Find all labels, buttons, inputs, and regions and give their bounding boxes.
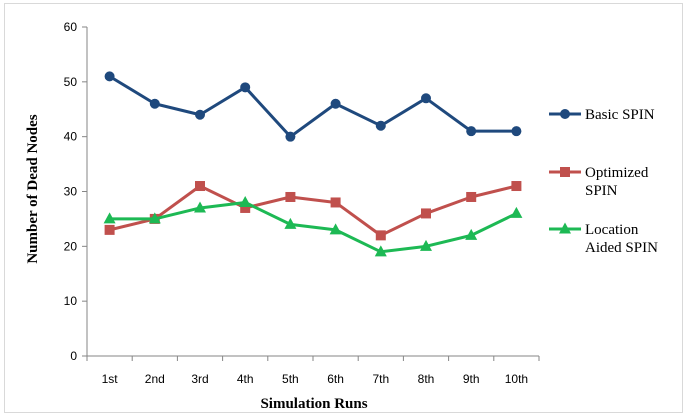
axes — [82, 26, 540, 361]
y-tick-label: 20 — [64, 239, 78, 253]
chart-frame: 0 10 20 30 40 50 60 1st 2nd 3rd 4th 5th 6th 7th 8th 9t… — [4, 3, 683, 413]
y-tick-label: 50 — [64, 75, 78, 89]
data-point — [330, 98, 341, 109]
legend-label-line: Optimized — [585, 165, 649, 181]
x-tick-label: 4th — [237, 372, 254, 386]
legend-label-line: Aided SPIN — [585, 240, 658, 256]
legend-label-line: Location — [585, 222, 639, 238]
data-point — [240, 202, 251, 213]
data-point — [195, 181, 205, 192]
x-tick-label: 2nd — [145, 372, 165, 386]
data-point — [510, 206, 523, 218]
data-point — [104, 71, 115, 82]
data-point — [103, 212, 116, 224]
x-tick-label: 8th — [418, 372, 435, 386]
x-tick-label: 5th — [282, 372, 299, 386]
data-point — [511, 126, 522, 137]
legend-label: Basic SPIN — [585, 107, 655, 123]
legend-item: Optimized SPIN — [549, 165, 649, 199]
data-point — [421, 208, 431, 219]
x-tick-label: 10th — [505, 372, 528, 386]
y-tick-label: 60 — [64, 20, 78, 34]
data-point — [466, 191, 477, 202]
x-tick-label: 6th — [327, 372, 344, 386]
y-axis-title: Number of Dead Nodes — [25, 114, 41, 263]
series-basic-spin — [104, 71, 522, 142]
data-point — [240, 82, 251, 93]
data-point — [375, 230, 386, 241]
series-location-aided-spin — [103, 195, 523, 257]
series-line — [109, 200, 518, 254]
series-optimized-spin — [104, 181, 522, 241]
legend-marker — [560, 109, 570, 119]
data-point — [511, 181, 522, 192]
legend-label-line: Basic SPIN — [585, 107, 655, 123]
data-point — [421, 93, 431, 104]
x-tick-label: 1st — [102, 372, 119, 386]
x-axis-title: Simulation Runs — [260, 396, 367, 412]
data-point — [466, 126, 477, 137]
legend-marker — [559, 222, 571, 234]
series-line — [108, 75, 517, 139]
legend-label-line: SPIN — [585, 183, 618, 199]
y-tick-label: 0 — [70, 349, 77, 363]
series-group — [103, 71, 523, 257]
legend-label: Location Aided SPIN — [585, 222, 658, 256]
data-point — [284, 217, 297, 229]
data-point — [285, 191, 296, 202]
data-point — [195, 109, 205, 120]
data-point — [330, 197, 341, 208]
data-point — [374, 245, 387, 257]
y-tick-label: 10 — [64, 294, 78, 308]
data-point — [375, 120, 386, 131]
data-point — [149, 98, 160, 109]
data-point — [465, 228, 478, 240]
legend-marker — [560, 167, 570, 177]
y-tick-label: 30 — [64, 185, 78, 199]
legend-item: Location Aided SPIN — [549, 222, 658, 256]
data-point — [148, 212, 161, 224]
y-tick-label: 40 — [64, 130, 78, 144]
x-tick-label: 3rd — [191, 372, 208, 386]
data-point — [329, 223, 342, 235]
data-point — [239, 195, 252, 207]
legend: Basic SPIN Optimized SPIN Location Aided SPI… — [549, 107, 658, 256]
data-point — [420, 239, 432, 251]
legend-item: Basic SPIN — [549, 107, 655, 123]
data-point — [104, 224, 115, 235]
y-tick-labels: 0 10 20 30 40 50 60 — [64, 20, 78, 363]
x-tick-labels: 1st 2nd 3rd 4th 5th 6th 7th 8th 9th 10th — [102, 372, 528, 386]
data-point — [285, 131, 296, 142]
x-tick-label: 7th — [372, 372, 389, 386]
series-line — [109, 184, 517, 237]
legend-label: Optimized SPIN — [585, 165, 649, 199]
x-tick-label: 9th — [463, 372, 480, 386]
line-chart: 0 10 20 30 40 50 60 1st 2nd 3rd 4th 5th 6th 7th 8th 9t… — [25, 20, 658, 412]
data-point — [194, 201, 206, 213]
